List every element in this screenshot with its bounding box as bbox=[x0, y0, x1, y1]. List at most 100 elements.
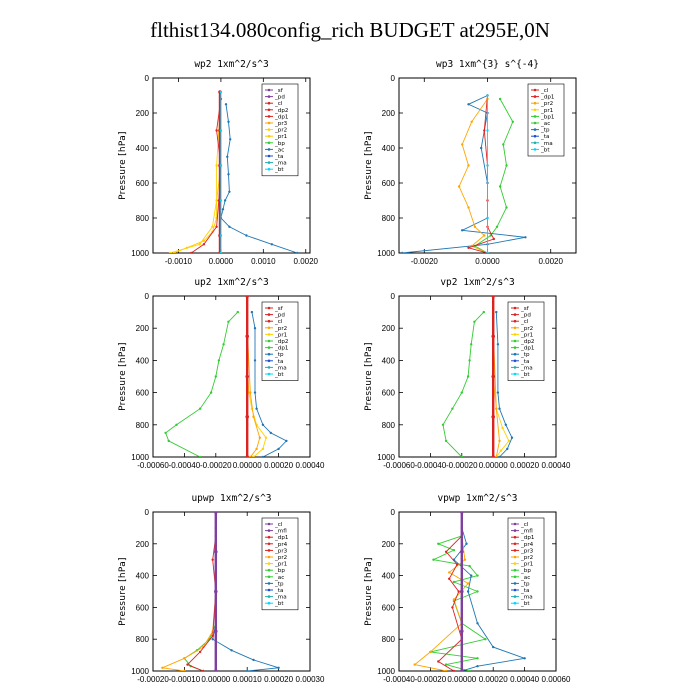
series-point bbox=[219, 251, 223, 253]
series-point bbox=[167, 439, 170, 443]
legend-entry: _sf bbox=[520, 306, 530, 312]
series-point bbox=[461, 229, 464, 232]
legend-marker bbox=[267, 161, 271, 164]
legend-entry: _dp1 bbox=[274, 346, 289, 352]
legend-entry: _pr4 bbox=[274, 542, 288, 548]
x-tick-label: 0.00020 bbox=[264, 461, 293, 470]
series-point bbox=[253, 359, 257, 362]
legend-entry: _pr4 bbox=[520, 542, 534, 548]
legend-entry: _dp2 bbox=[274, 339, 288, 345]
y-axis-label: Pressure [hPa] bbox=[118, 557, 128, 626]
x-tick-label: -0.00020 bbox=[415, 675, 447, 684]
legend-entry: _ma bbox=[540, 141, 553, 147]
y-tick-label: 600 bbox=[382, 389, 396, 398]
series-point bbox=[504, 423, 507, 426]
legend-entry: _ta bbox=[520, 588, 529, 594]
series-point bbox=[482, 310, 485, 314]
legend-marker bbox=[267, 582, 271, 585]
y-tick-label: 800 bbox=[136, 214, 150, 223]
series-point bbox=[249, 391, 252, 394]
y-tick-label: 0 bbox=[145, 292, 150, 301]
series-point bbox=[186, 663, 189, 666]
x-tick-label: -0.00020 bbox=[446, 461, 478, 470]
series-point bbox=[492, 645, 495, 649]
legend-marker bbox=[267, 352, 271, 356]
legend-entry: _cl bbox=[520, 319, 529, 325]
y-tick-label: 600 bbox=[136, 389, 150, 398]
legend-entry: _pd bbox=[274, 95, 285, 101]
legend-entry: _cl bbox=[274, 101, 283, 107]
y-axis-label: Pressure [hPa] bbox=[364, 342, 374, 411]
legend-marker bbox=[267, 529, 271, 532]
legend-marker bbox=[267, 148, 271, 151]
series-point bbox=[198, 650, 202, 654]
series-point bbox=[498, 407, 501, 410]
y-tick-label: 1000 bbox=[377, 249, 395, 258]
legend-marker bbox=[267, 108, 271, 112]
legend-entry: _dp1 bbox=[520, 346, 535, 352]
legend-marker bbox=[533, 134, 537, 138]
legend-marker bbox=[513, 326, 517, 330]
series-point bbox=[465, 542, 468, 545]
legend-marker bbox=[267, 167, 271, 171]
legend-entry: _mfl bbox=[520, 529, 533, 535]
y-tick-label: 200 bbox=[382, 324, 396, 333]
y-tick-label: 1000 bbox=[131, 249, 149, 258]
series-point bbox=[227, 173, 230, 176]
legend-marker bbox=[513, 522, 517, 526]
legend-entry: _bt bbox=[274, 167, 284, 173]
series-point bbox=[486, 129, 489, 132]
series-point bbox=[437, 660, 440, 663]
legend-marker bbox=[513, 346, 517, 349]
series-point bbox=[444, 669, 448, 671]
series-point bbox=[457, 185, 461, 188]
legend-entry: _pr3 bbox=[274, 548, 288, 554]
legend-marker bbox=[513, 549, 517, 552]
series-point bbox=[245, 415, 249, 419]
series-point bbox=[211, 558, 214, 561]
legend-entry: _tp bbox=[274, 581, 284, 587]
series-point bbox=[214, 669, 218, 671]
series-point bbox=[277, 447, 280, 451]
legend-marker bbox=[267, 535, 271, 539]
series-point bbox=[215, 199, 218, 202]
x-tick-label: 0.00040 bbox=[296, 461, 325, 470]
series-point bbox=[502, 143, 505, 146]
legend-entry: _pr2 bbox=[274, 555, 287, 561]
legend-entry: _pr2 bbox=[540, 101, 553, 107]
x-tick-label: -0.00040 bbox=[383, 675, 415, 684]
series-point bbox=[523, 657, 526, 660]
x-tick-label: 0.00000 bbox=[201, 675, 230, 684]
series-point bbox=[460, 391, 463, 394]
series-point bbox=[227, 320, 230, 323]
panel-title: upwp 1xm^2/s^3 bbox=[191, 493, 271, 504]
series-point bbox=[510, 436, 514, 439]
series-point bbox=[495, 455, 498, 457]
series-point bbox=[211, 634, 214, 638]
series-point bbox=[296, 251, 299, 253]
panel-4: vp2 1xm^2/s^3 Pressure [hPa] 0 200 400 600 800… bbox=[364, 277, 571, 470]
plot-frame bbox=[152, 77, 311, 254]
series-point bbox=[255, 407, 258, 410]
series-point bbox=[228, 190, 231, 193]
legend-marker bbox=[533, 101, 537, 105]
series-point bbox=[457, 590, 460, 593]
legend-marker bbox=[513, 555, 517, 559]
series-point bbox=[255, 447, 258, 451]
x-tick-label: 0.0000 bbox=[209, 257, 234, 266]
legend-entry: _mfl bbox=[274, 529, 287, 535]
x-tick-label: -0.00020 bbox=[137, 675, 169, 684]
series-point bbox=[198, 455, 202, 457]
series-point bbox=[451, 407, 454, 410]
y-tick-label: 200 bbox=[382, 540, 396, 549]
series-point bbox=[496, 391, 500, 394]
legend-entry: _dp2 bbox=[520, 339, 534, 345]
series-point bbox=[452, 549, 456, 552]
x-tick-label: -0.00060 bbox=[383, 461, 415, 470]
series-point bbox=[467, 206, 470, 209]
y-tick-label: 200 bbox=[136, 324, 150, 333]
legend-entry: _ma bbox=[274, 161, 287, 167]
panel-1: wp2 1xm^2/s^3 Pressure [hPa] 0 200 400 600 800… bbox=[118, 59, 319, 266]
y-tick-label: 400 bbox=[382, 356, 396, 365]
legend-marker bbox=[513, 372, 517, 376]
